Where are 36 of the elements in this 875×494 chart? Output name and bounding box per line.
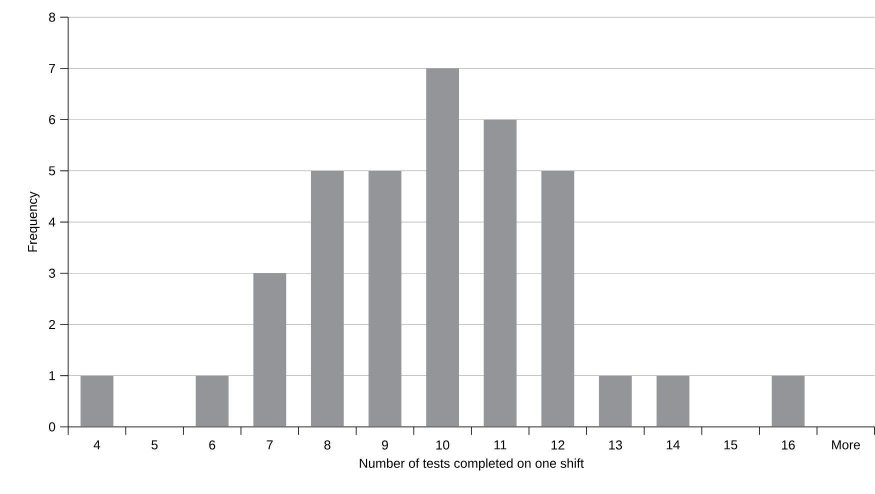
x-tick-label: 8 [324,440,330,450]
bar [310,170,344,427]
x-tick-label: 6 [209,440,216,450]
y-tick-label: 8 [49,12,56,22]
x-tick-label: 11 [494,440,506,450]
bar [656,376,690,427]
y-tick-label: 5 [48,166,56,176]
y-tick-label: 2 [49,320,55,329]
x-tick-label: 9 [382,440,388,450]
bar [426,68,459,427]
bar [484,120,517,427]
x-tick-label: 4 [94,440,100,450]
x-tick-label: 13 [609,440,622,450]
x-tick-label: 16 [782,440,795,450]
bar [368,170,402,427]
bar [80,376,114,427]
y-tick-label: 0 [48,422,56,432]
y-tick-label: 7 [49,64,55,73]
x-tick-label: 12 [552,440,564,450]
bar [196,376,229,427]
y-tick-label: 3 [48,268,56,278]
x-axis-title: Number of tests completed on one shift [360,458,584,470]
x-tick-label: More [832,440,860,450]
y-tick-label: 4 [48,218,56,226]
y-axis-title: Frequency [28,191,40,252]
x-tick-label: 15 [724,440,738,450]
x-tick-label: 10 [436,440,450,450]
bar [541,170,574,427]
bar [253,273,286,427]
y-tick-label: 1 [49,371,56,380]
x-tick-label: 5 [151,440,158,450]
y-tick-label: 6 [49,115,56,124]
x-tick-label: 14 [666,440,680,450]
bar [598,376,632,427]
bar [772,376,805,427]
x-tick-label: 7 [266,440,273,450]
